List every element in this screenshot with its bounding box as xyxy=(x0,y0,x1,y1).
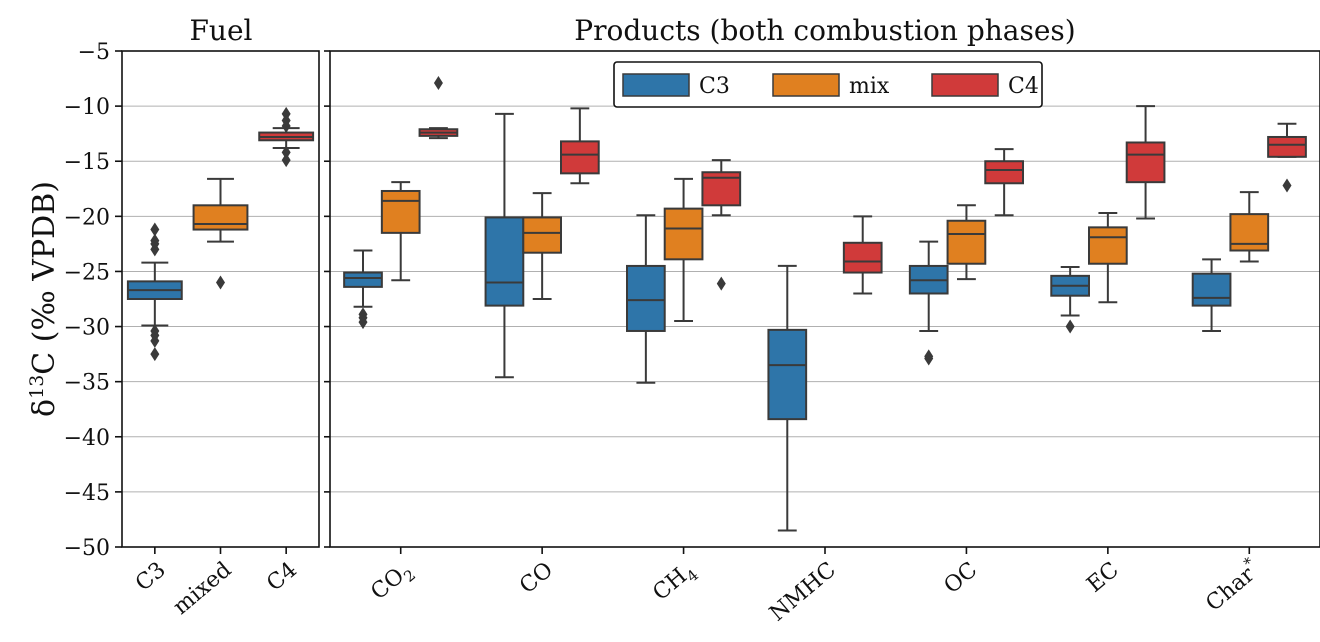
y-tick-label: −35 xyxy=(64,371,110,396)
x-tick-label: mixed xyxy=(169,557,237,619)
outlier-point xyxy=(150,347,160,362)
x-tick-label: OC xyxy=(939,557,982,599)
box-mix xyxy=(1088,212,1128,304)
box-body xyxy=(522,216,562,254)
legend-label: C3 xyxy=(699,74,730,99)
y-axis: −5 −10 −15 −20 −25 −30 −35 −40 −45 −50 xyxy=(64,40,330,561)
box-body xyxy=(1229,213,1270,252)
x-tick-label: C3 xyxy=(131,557,171,596)
y-tick-label: −10 xyxy=(64,95,110,120)
box-body xyxy=(1088,226,1128,265)
box-body xyxy=(1191,272,1232,307)
box-mix xyxy=(663,177,704,323)
y-tick-label: −15 xyxy=(64,150,110,175)
box-C3 xyxy=(767,264,808,532)
box-body xyxy=(767,328,808,421)
y-tick-label: −25 xyxy=(64,260,110,285)
x-tick-label: EC xyxy=(1082,557,1123,597)
y-tick-label: −20 xyxy=(64,205,110,230)
box-body xyxy=(343,271,383,288)
outlier-point xyxy=(281,145,291,160)
products-plot-frame xyxy=(329,50,1320,548)
box-C4 xyxy=(842,215,883,295)
box-C3 xyxy=(343,249,383,330)
y-axis-label: δ13C (‰ VPDB) xyxy=(26,181,62,417)
box-C3 xyxy=(126,222,183,362)
box-body xyxy=(626,264,666,332)
x-tick-label: CO2 xyxy=(366,557,419,608)
box-mix xyxy=(1229,191,1270,263)
legend-label: mix xyxy=(849,74,890,99)
box-body xyxy=(1267,135,1307,158)
box-C3 xyxy=(626,214,666,384)
box-C4 xyxy=(1267,122,1307,193)
box-body xyxy=(380,189,421,234)
y-tick-label: −5 xyxy=(78,40,110,65)
box-body xyxy=(192,204,249,231)
y-tick-label: −45 xyxy=(64,481,110,506)
outlier-point xyxy=(1282,178,1292,193)
box-C3 xyxy=(1050,266,1091,334)
legend-label: C4 xyxy=(1008,74,1039,99)
products-boxes xyxy=(343,75,1307,532)
outlier-point xyxy=(281,153,291,168)
legend: C3 mix C4 xyxy=(613,61,1043,108)
box-body xyxy=(946,219,987,265)
legend-swatch xyxy=(772,73,840,97)
box-body xyxy=(1125,141,1166,184)
box-body xyxy=(842,241,883,274)
box-C4 xyxy=(984,148,1024,217)
box-body xyxy=(663,207,704,261)
y-tick-label: −50 xyxy=(64,536,110,561)
legend-entry-C3: C3 xyxy=(622,73,730,99)
x-tick-label: CO xyxy=(515,557,558,599)
products-gridlines xyxy=(330,50,1320,548)
outlier-point xyxy=(716,276,726,291)
box-C3 xyxy=(908,240,949,366)
outlier-point xyxy=(216,275,225,290)
outlier-point xyxy=(433,75,443,90)
y-tick-label: −40 xyxy=(64,426,110,451)
outlier-point xyxy=(150,242,160,257)
fuel-panel-title: Fuel xyxy=(190,14,253,47)
x-tick-label: Char* xyxy=(1198,553,1265,616)
outlier-point xyxy=(924,351,934,366)
box-C4 xyxy=(418,75,459,140)
box-C4 xyxy=(1125,105,1166,220)
box-C4 xyxy=(701,159,742,291)
outlier-point xyxy=(281,118,291,133)
outlier-point xyxy=(1065,319,1075,334)
legend-swatch xyxy=(931,73,999,97)
outlier-point xyxy=(358,315,368,330)
box-body xyxy=(484,216,525,307)
box-mix xyxy=(380,181,421,282)
outlier-point xyxy=(150,222,160,237)
box-body xyxy=(560,140,600,175)
box-C3 xyxy=(1191,258,1232,332)
box-C3 xyxy=(484,112,525,379)
legend-entry-C4: C4 xyxy=(931,73,1039,99)
box-mix xyxy=(522,192,562,300)
x-tick-label: C4 xyxy=(262,557,302,596)
x-tick-label: CH4 xyxy=(648,557,702,609)
legend-entry-mix: mix xyxy=(772,73,890,99)
products-x-axis: CO2 CO CH4 NMHC OC EC Char* xyxy=(366,547,1265,627)
box-mix xyxy=(946,204,987,281)
box-C4 xyxy=(258,106,315,168)
x-tick-label: NMHC xyxy=(765,557,841,626)
fuel-boxes xyxy=(126,106,315,362)
products-panel-title: Products (both combustion phases) xyxy=(574,14,1075,47)
y-tick-label: −30 xyxy=(64,316,110,341)
legend-swatch xyxy=(622,73,690,97)
box-C4 xyxy=(560,107,600,185)
box-mix xyxy=(192,177,249,290)
outlier-point xyxy=(150,333,160,348)
box-body xyxy=(984,160,1024,185)
